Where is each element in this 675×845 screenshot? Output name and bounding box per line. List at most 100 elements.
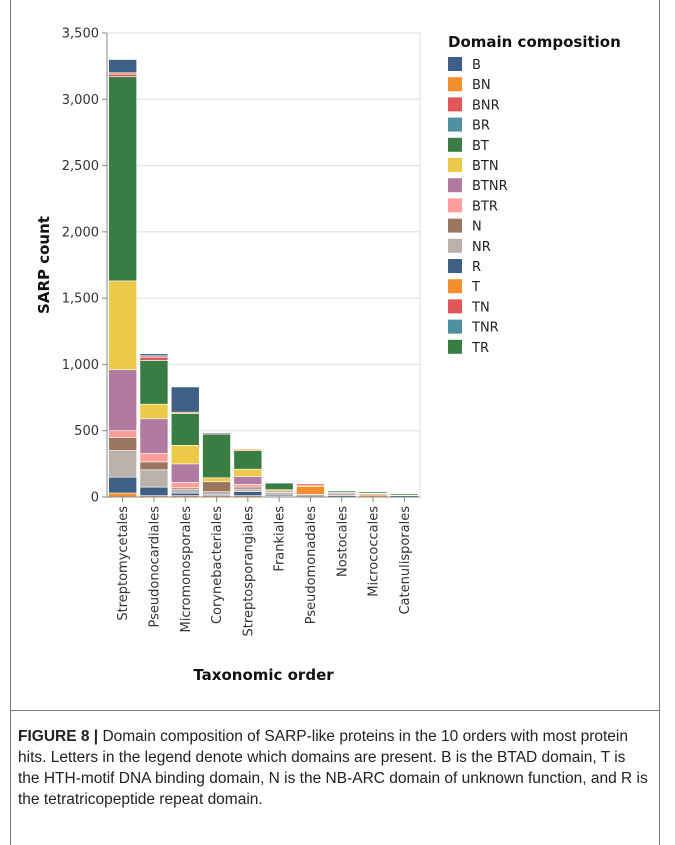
x-tick-label: Streptosporangiales xyxy=(241,506,256,637)
legend-swatch-bn xyxy=(448,77,462,92)
legend-label-tr: TR xyxy=(471,341,489,356)
bar-segment-btr xyxy=(233,484,263,488)
legend-label-bt: BT xyxy=(472,139,489,154)
bar-segment-b xyxy=(170,386,200,413)
caption-label: FIGURE 8 | xyxy=(18,728,99,745)
bar-segment-nr xyxy=(264,492,294,496)
legend-label-br: BR xyxy=(472,119,490,134)
legend-swatch-btr xyxy=(448,198,462,213)
y-tick-label: 3,000 xyxy=(62,93,99,108)
legend-label-tnr: TNR xyxy=(471,321,499,336)
y-axis-title: SARP count xyxy=(35,216,53,314)
bar-segment-bt xyxy=(108,76,137,282)
x-tick-label: Pseudomonadales xyxy=(304,506,319,624)
bar-segment-btnr xyxy=(233,476,263,485)
x-axis-title: Taxonomic order xyxy=(193,666,334,684)
bar-segment-bt xyxy=(390,493,419,496)
bar-segment-bnr xyxy=(139,356,169,361)
bar-segment-b xyxy=(170,492,200,496)
legend-swatch-nr xyxy=(448,238,462,253)
y-tick-label: 3,500 xyxy=(62,27,99,42)
y-tick-label: 500 xyxy=(74,424,99,439)
bar-segment-bn xyxy=(233,448,263,451)
legend-label-btn: BTN xyxy=(472,159,499,174)
bar-segment-n xyxy=(139,461,169,471)
x-tick-label: Micromonosporales xyxy=(179,506,194,633)
figure-caption: FIGURE 8 | Domain composition of SARP-li… xyxy=(18,726,650,810)
legend-label-t: T xyxy=(471,280,480,295)
legend-swatch-btnr xyxy=(448,178,462,193)
bar-segment-bt xyxy=(327,490,357,493)
x-tick-label: Nostocales xyxy=(335,506,350,577)
y-tick-label: 1,000 xyxy=(62,358,99,373)
bar-segment-btnr xyxy=(139,418,169,454)
legend-swatch-tr xyxy=(448,339,462,354)
bars xyxy=(108,59,419,498)
legend-label-bn: BN xyxy=(472,78,491,93)
bar-segment-nr xyxy=(108,450,137,478)
bar-segment-btn xyxy=(170,444,200,465)
bar-segment-btn xyxy=(108,280,137,371)
legend-label-btnr: BTNR xyxy=(472,179,508,194)
legend-swatch-t xyxy=(448,279,462,294)
bar-segment-bt xyxy=(233,450,263,470)
bar-segment-btn xyxy=(139,403,169,420)
x-tick-label: Corynebacteriales xyxy=(210,506,225,624)
y-tick-label: 2,000 xyxy=(62,225,99,240)
bar-segment-nr xyxy=(233,488,263,492)
y-tick-label: 2,500 xyxy=(62,159,99,174)
bar-segment-bn xyxy=(108,492,137,498)
legend-swatch-bt xyxy=(448,137,462,152)
x-tick-label: Micrococcales xyxy=(367,506,382,597)
bar-segment-bnr xyxy=(108,73,137,78)
x-tick-label: Frankiales xyxy=(273,506,288,572)
bar-segment-btn xyxy=(202,477,231,483)
legend-swatch-tnr xyxy=(448,319,462,334)
bar-segment-btnr xyxy=(170,463,200,483)
legend-label-btr: BTR xyxy=(472,199,498,214)
bar-segment-btn xyxy=(233,468,263,477)
bar-segment-bt xyxy=(358,491,388,494)
axes: 0 500 1,000 1,500 2,000 2,500 3,000 3,500 Strept… xyxy=(35,27,420,684)
legend-label-nr: NR xyxy=(472,240,491,255)
legend-label-tn: TN xyxy=(471,300,490,315)
y-tick-label: 0 xyxy=(91,491,99,506)
bar-segment-btr xyxy=(202,431,231,433)
x-tick-label: Streptomycetales xyxy=(116,506,131,621)
bar-segment-bt xyxy=(139,360,169,405)
y-tick-label: 1,500 xyxy=(62,292,99,307)
legend-swatch-r xyxy=(448,259,462,273)
bar-segment-n xyxy=(202,481,231,492)
bar-segment-nr xyxy=(202,491,231,495)
legend-label-bnr: BNR xyxy=(472,98,500,113)
bar-segment-bt xyxy=(202,433,231,479)
bar-segment-btnr xyxy=(108,369,137,432)
legend-swatch-br xyxy=(448,117,462,132)
bar-segment-nr xyxy=(170,488,200,494)
stacked-bar-chart: 0 500 1,000 1,500 2,000 2,500 3,000 3,500 Strept… xyxy=(35,27,621,685)
bar-segment-bt xyxy=(170,413,200,446)
legend: Domain composition B BN BNR BR BT BTN BTNR BTR NN… xyxy=(448,33,621,356)
bar-segment-tn xyxy=(296,483,325,486)
caption-box xyxy=(10,710,660,845)
legend-swatch-tn xyxy=(448,299,462,314)
legend-swatch-b xyxy=(448,57,462,71)
bar-segment-n xyxy=(108,437,137,451)
legend-title: Domain composition xyxy=(448,33,621,51)
bar-segment-b xyxy=(108,59,137,74)
bar-segment-nr xyxy=(139,469,169,488)
bar-segment-bt xyxy=(264,482,294,491)
bar-segment-b xyxy=(139,353,169,357)
x-tick-label: Catenulisporales xyxy=(398,506,413,615)
bar-segment-t xyxy=(296,486,325,495)
legend-swatch-bnr xyxy=(448,97,462,112)
caption-text: Domain composition of SARP-like proteins… xyxy=(18,728,648,808)
bar-segment-b xyxy=(108,476,137,494)
legend-swatch-btn xyxy=(448,158,462,172)
bar-segment-btr xyxy=(170,482,200,489)
bar-segment-btr xyxy=(108,430,137,438)
bar-segment-b xyxy=(233,491,263,496)
x-tick-label: Pseudonocardiales xyxy=(147,506,162,628)
legend-label-n: N xyxy=(472,220,482,235)
